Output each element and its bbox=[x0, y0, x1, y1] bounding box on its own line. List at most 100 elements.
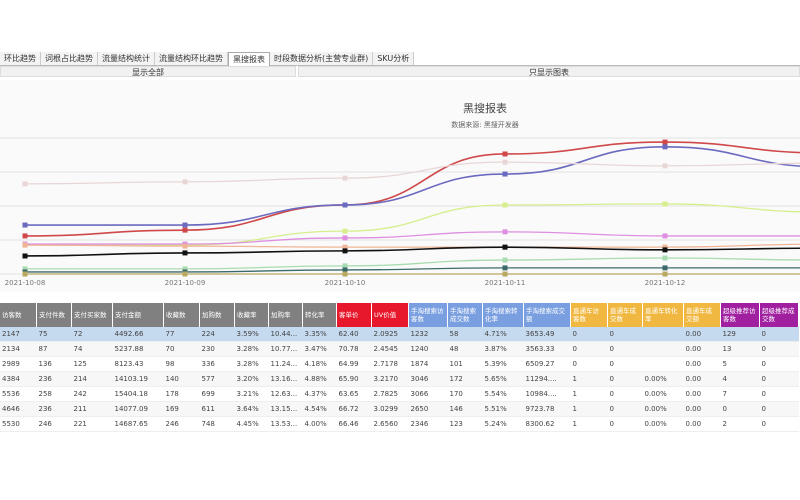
column-header[interactable]: 直通车成交数 bbox=[607, 303, 643, 327]
tab-1[interactable]: 词根占比趋势 bbox=[41, 52, 98, 65]
column-header[interactable]: 支付件数 bbox=[36, 303, 72, 327]
table-cell: 242 bbox=[71, 386, 113, 402]
table-cell: 77 bbox=[163, 327, 200, 342]
column-header[interactable]: 访客数 bbox=[0, 303, 37, 327]
column-header[interactable]: 手淘搜索访客数 bbox=[408, 303, 448, 327]
table-row[interactable]: 4384 236 214 14103.19 140 577 3.20% 13.16... 4.8… bbox=[0, 371, 799, 387]
series-line-8 bbox=[25, 267, 800, 273]
table-cell: 3.64% bbox=[234, 401, 269, 417]
tab-5[interactable]: 时段数据分析(主营专业群) bbox=[270, 52, 374, 65]
table-cell: 3.59% bbox=[234, 327, 269, 342]
column-header[interactable]: 加购率 bbox=[268, 303, 303, 327]
column-header[interactable]: 加购数 bbox=[199, 303, 235, 327]
column-header[interactable]: 手淘搜索转化率 bbox=[482, 303, 524, 327]
column-header[interactable]: 客单价 bbox=[336, 303, 372, 327]
column-header[interactable]: 收藏率 bbox=[234, 303, 269, 327]
table-cell: 10.77... bbox=[268, 341, 303, 357]
table-cell: 13.15... bbox=[268, 401, 303, 417]
series-2-point bbox=[502, 159, 508, 165]
table-row[interactable]: 2147 75 72 4492.66 77 224 3.59% 10.44... 3.35% 62… bbox=[0, 327, 799, 342]
table-cell: 1874 bbox=[408, 356, 448, 372]
tab-4[interactable]: 黑搜报表 bbox=[228, 52, 270, 66]
table-cell: 611 bbox=[199, 401, 235, 417]
column-header[interactable]: UV价值 bbox=[371, 303, 409, 327]
chart-only-button[interactable]: 只显示图表 bbox=[298, 66, 800, 77]
series-5-point bbox=[182, 243, 188, 249]
table-cell: 2134 bbox=[0, 341, 37, 357]
tab-2[interactable]: 流量结构统计 bbox=[98, 52, 155, 65]
column-header[interactable]: 直通车访客数 bbox=[570, 303, 608, 327]
table-row[interactable]: 4646 236 211 14077.09 169 611 3.64% 13.15... 4.5… bbox=[0, 401, 799, 417]
table-cell: 65.90 bbox=[336, 371, 372, 387]
table-cell: 48 bbox=[447, 341, 483, 357]
tab-0[interactable]: 环比趋势 bbox=[0, 52, 41, 65]
table-cell: 13.16... bbox=[268, 371, 303, 387]
column-header[interactable]: 超级推荐成交数 bbox=[759, 303, 799, 327]
table-cell: 0.00 bbox=[683, 341, 721, 357]
column-header[interactable]: 直通车转化率 bbox=[642, 303, 684, 327]
table-cell: 0.00 bbox=[683, 401, 721, 417]
series-1-point bbox=[22, 222, 28, 228]
chart-subtitle: 数据来源: 黑搜开发器 bbox=[451, 121, 519, 129]
x-tick-label: 2021-10-10 bbox=[325, 279, 366, 287]
series-9-point bbox=[662, 271, 668, 277]
series-6-point bbox=[502, 244, 508, 250]
series-2-point bbox=[182, 179, 188, 185]
show-all-button[interactable]: 显示全部 bbox=[0, 66, 296, 77]
column-header[interactable]: 直通车成交额 bbox=[683, 303, 721, 327]
table-row[interactable]: 2989 136 125 8123.43 98 336 3.28% 11.24... 4.18%… bbox=[0, 356, 799, 372]
column-header[interactable]: 转化率 bbox=[302, 303, 337, 327]
table-cell: 0 bbox=[607, 416, 643, 432]
table-cell: 2.7178 bbox=[371, 356, 409, 372]
series-line-7 bbox=[25, 257, 800, 270]
table-cell: 12.63... bbox=[268, 386, 303, 402]
series-line-5 bbox=[24, 243, 800, 248]
table-cell: 70 bbox=[163, 341, 200, 357]
table-cell: 15404.18 bbox=[112, 386, 164, 402]
column-header[interactable]: 手淘搜索成交额 bbox=[523, 303, 571, 327]
series-8-point bbox=[342, 267, 348, 273]
series-3-point bbox=[342, 228, 348, 234]
table-cell: 2147 bbox=[0, 327, 37, 342]
series-6-point bbox=[182, 250, 188, 256]
tab-bar: 环比趋势 词根占比趋势 流量结构统计 流量结构环比趋势 黑搜报表 时段数据分析(主营专业群… bbox=[0, 52, 800, 66]
table-cell: 3066 bbox=[408, 386, 448, 402]
series-line-4 bbox=[24, 231, 800, 245]
column-header[interactable]: 超级推荐访客数 bbox=[720, 303, 760, 327]
column-header[interactable]: 收藏数 bbox=[163, 303, 200, 327]
x-tick-label: 2021-10-12 bbox=[645, 279, 686, 287]
series-line-6 bbox=[24, 246, 800, 257]
table-cell: 2650 bbox=[408, 401, 448, 417]
series-9-point bbox=[182, 271, 188, 277]
table-cell: 3.21% bbox=[234, 386, 269, 402]
series-6-point bbox=[342, 248, 348, 254]
line-chart: 2021-10-08 2021-10-09 2021-10-10 2021-10-11… bbox=[0, 137, 800, 287]
tab-6[interactable]: SKU分析 bbox=[373, 52, 415, 65]
table-cell: 5536 bbox=[0, 386, 37, 402]
column-header[interactable]: 支付买家数 bbox=[71, 303, 113, 327]
table-cell: 13.53... bbox=[268, 416, 303, 432]
tab-3[interactable]: 流量结构环比趋势 bbox=[155, 52, 228, 65]
table-cell: 98 bbox=[163, 356, 200, 372]
table-cell: 123 bbox=[447, 416, 483, 432]
table-cell: 246 bbox=[36, 416, 72, 432]
table-cell: 236 bbox=[36, 401, 72, 417]
table-row[interactable]: 2134 87 74 5237.88 70 230 3.28% 10.77... 3.47% 70… bbox=[0, 341, 799, 357]
series-2-point bbox=[342, 175, 348, 181]
table-cell: 3653.49 bbox=[523, 327, 571, 342]
column-header[interactable]: 手淘搜索成交数 bbox=[447, 303, 483, 327]
table-cell: 0 bbox=[570, 356, 608, 372]
x-tick-label: 2021-10-11 bbox=[485, 279, 526, 287]
table-cell: 0 bbox=[607, 386, 643, 402]
series-0-point bbox=[22, 233, 28, 239]
table-row[interactable]: 5536 258 242 15404.18 178 699 3.21% 12.63... 4.3… bbox=[0, 386, 799, 402]
series-8-point bbox=[502, 265, 508, 271]
data-table: 访客数 支付件数 支付买家数 支付金额 收藏数 加购数 收藏率 加购率 转化率 客单价 UV价值 手淘… bbox=[0, 303, 799, 432]
series-line-0 bbox=[24, 141, 800, 237]
table-cell: 0 bbox=[759, 386, 799, 402]
table-cell: 5.65% bbox=[482, 371, 524, 387]
table-row[interactable]: 5530 246 221 14687.65 246 748 4.45% 13.53... 4.0… bbox=[0, 416, 799, 432]
column-header[interactable]: 支付金额 bbox=[112, 303, 164, 327]
table-cell: 5.39% bbox=[482, 356, 524, 372]
series-1-point bbox=[342, 202, 348, 208]
